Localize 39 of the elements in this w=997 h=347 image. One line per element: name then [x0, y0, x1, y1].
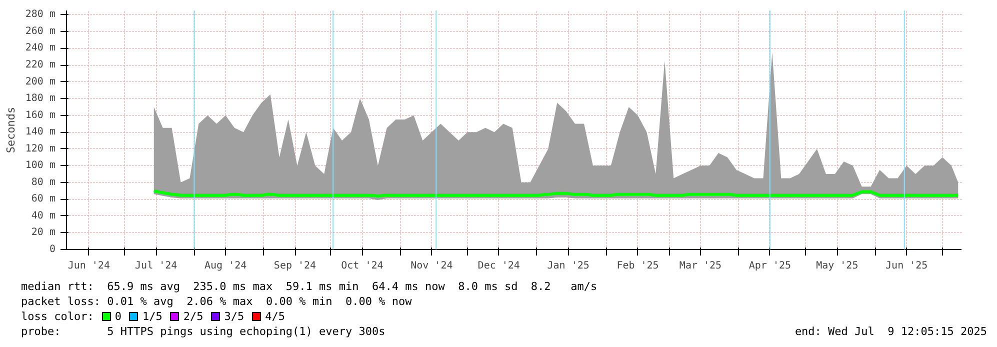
x-tick-label: Jan '25 — [547, 260, 590, 272]
x-tick-label: Jun '24 — [68, 260, 110, 272]
x-tick-label: Nov '24 — [410, 260, 453, 272]
y-tick-label: 240 m — [25, 42, 56, 54]
text: median rtt: 65.9 ms avg 235.0 ms max 59.1 ms min 64.4 ms now 8.0 ms sd 8.2 am/s — [21, 279, 598, 294]
legend-label: 2/5 — [183, 310, 204, 323]
text: probe: 5 HTTPS pings using echoping(1) every 300s — [21, 324, 386, 339]
y-axis-title: Seconds — [4, 106, 18, 154]
y-tick-label: 60 m — [31, 194, 56, 205]
y-tick-label: 0 — [49, 244, 56, 255]
y-tick-label: 280 m — [25, 9, 56, 20]
legend-label: 1/5 — [142, 310, 162, 323]
y-tick-label: 200 m — [25, 76, 56, 88]
y-tick-label: 160 m — [25, 110, 56, 121]
y-tick-label: 220 m — [25, 60, 56, 71]
x-tick-label: Jun '25 — [886, 260, 928, 272]
y-tick-label: 20 m — [31, 227, 56, 238]
x-tick-label: Dec '24 — [478, 260, 520, 272]
y-tick-label: 180 m — [25, 93, 56, 104]
text: packet loss: 0.01 % avg 2.06 % max 0.00 % min 0.00 % now — [21, 294, 413, 309]
y-tick-label: 140 m — [25, 126, 56, 138]
x-tick-label: May '25 — [816, 260, 858, 272]
legend-label: 4/5 — [265, 310, 285, 323]
legend-label: 3/5 — [224, 310, 244, 323]
text: end: Wed Jul 9 12:05:15 2025 — [794, 324, 987, 339]
y-tick-label: 260 m — [25, 26, 56, 37]
y-tick-label: 80 m — [31, 176, 56, 188]
x-tick-label: Mar '25 — [679, 260, 722, 272]
y-tick-label: 120 m — [25, 143, 56, 154]
legend-label: 0 — [114, 310, 122, 323]
x-tick-label: Feb '25 — [616, 260, 659, 272]
x-tick-label: Aug '24 — [204, 260, 247, 272]
x-tick-label: Sep '24 — [274, 260, 316, 272]
y-tick-label: 100 m — [25, 160, 56, 172]
x-tick-label: Apr '25 — [748, 260, 792, 272]
legend-title: loss color: — [21, 310, 94, 323]
y-tick-label: 40 m — [31, 210, 56, 222]
x-tick-label: Jul '24 — [135, 260, 178, 272]
x-tick-label: Oct '24 — [341, 260, 384, 272]
